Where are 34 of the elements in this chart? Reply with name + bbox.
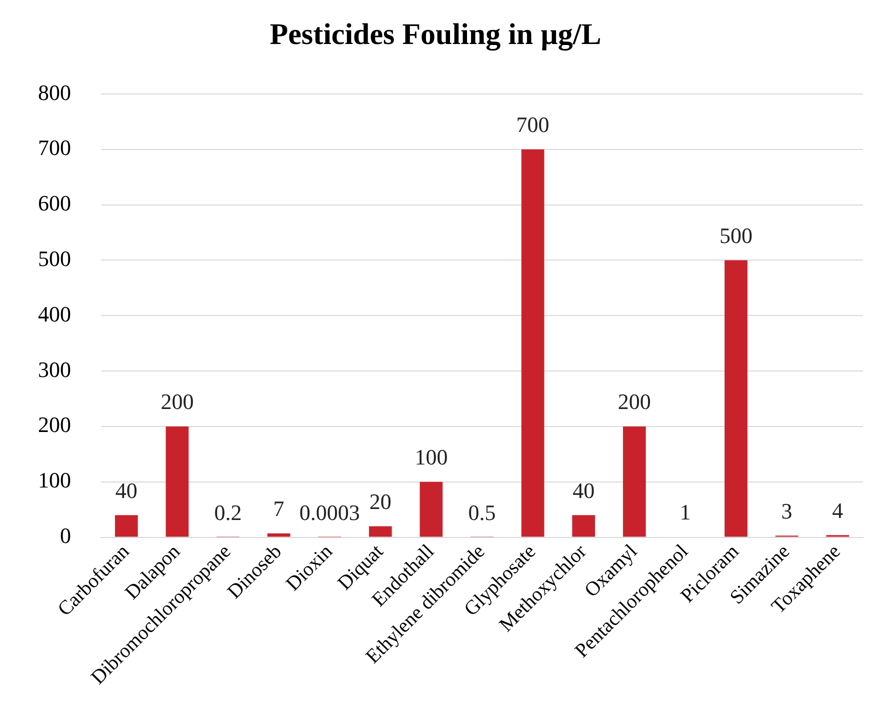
y-tick-label: 100 [38,468,71,493]
bar [724,260,748,537]
data-label: 7 [273,496,284,522]
data-label: 40 [572,478,595,503]
data-label: 700 [516,112,550,138]
bar [166,426,189,537]
bar [622,426,646,537]
bar [420,482,443,537]
data-label: 200 [618,389,651,414]
data-label: 20 [369,488,392,514]
data-label: 0.0003 [299,500,360,526]
data-label: 500 [720,223,752,248]
data-label: 3 [781,498,792,524]
data-label: 0.2 [214,500,242,525]
bar [114,515,138,537]
data-label: 100 [414,444,448,470]
y-tick-label: 0 [60,523,71,548]
data-label: 4 [832,498,844,523]
y-tick-label: 500 [38,246,71,272]
data-label: 40 [115,478,138,503]
y-tick-label: 400 [38,301,71,326]
data-label: 1 [680,500,691,525]
y-tick-label: 200 [38,412,71,438]
y-tick-label: 700 [38,135,71,160]
y-tick-label: 600 [38,190,71,216]
bar [572,515,596,537]
bar [267,533,290,537]
bar [368,526,392,537]
chart-title: Pesticides Fouling in µg/L [270,18,602,51]
y-tick-label: 300 [38,356,71,382]
y-tick-label: 800 [38,80,71,105]
data-label: 0.5 [468,500,496,525]
bar [521,149,544,537]
data-label: 200 [160,389,194,414]
